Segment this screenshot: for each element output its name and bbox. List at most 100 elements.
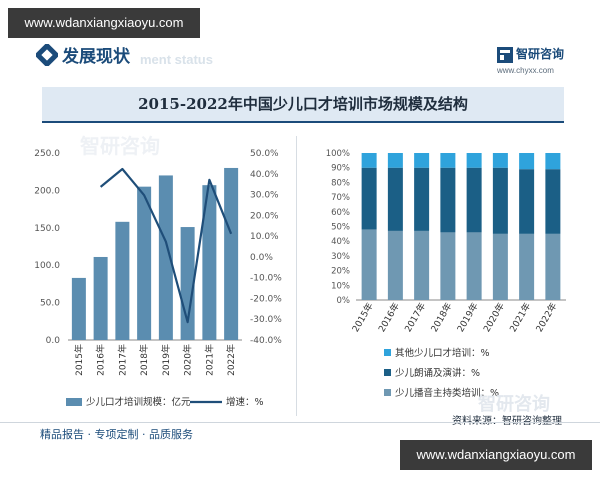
- left-chart-bar: [71, 277, 86, 340]
- right-chart-tick-label: 10%: [331, 281, 350, 291]
- left-chart-category-label: 2019年: [160, 344, 172, 376]
- right-axis-tick-label: 40.0%: [250, 170, 279, 180]
- right-axis-tick-label: 10.0%: [250, 232, 279, 242]
- ghost-watermark-top: 智研咨询: [80, 134, 160, 158]
- right-axis-tick-label: -40.0%: [250, 336, 282, 346]
- stack-segment-recitation: [519, 169, 535, 234]
- watermark-top: www.wdanxiangxiaoyu.com: [8, 8, 200, 38]
- right-chart-tick-label: 40%: [331, 237, 350, 247]
- left-axis-tick-label: 0.0: [46, 336, 61, 346]
- section-title: 发展现状: [62, 47, 130, 67]
- stack-segment-other: [545, 153, 561, 170]
- left-axis-tick-label: 150.0: [34, 224, 60, 234]
- stack-segment-recitation: [361, 167, 377, 230]
- left-chart-category-label: 2015年: [73, 344, 85, 376]
- stack-segment-recitation: [414, 167, 430, 231]
- left-chart-bar: [202, 185, 217, 340]
- right-chart-category-label: 2017年: [402, 301, 428, 335]
- chart-title: 2015-2022年中国少儿口才培训市场规模及结构: [138, 95, 468, 113]
- left-axis-tick-label: 200.0: [34, 186, 60, 196]
- left-chart-bar: [224, 167, 239, 340]
- right-axis-tick-label: -10.0%: [250, 274, 282, 284]
- legend-bar-swatch: [66, 398, 82, 406]
- left-chart-bar: [115, 221, 130, 340]
- left-chart-category-label: 2020年: [182, 344, 194, 376]
- title-underline: [42, 121, 564, 123]
- right-legend-label: 少儿播音主持类培训：%: [395, 387, 499, 399]
- left-chart-category-label: 2021年: [203, 344, 215, 376]
- right-axis-tick-label: -30.0%: [250, 315, 282, 325]
- right-chart-category-label: 2018年: [428, 301, 454, 335]
- left-axis-tick-label: 250.0: [34, 149, 60, 159]
- stack-segment-broadcast: [519, 233, 535, 300]
- left-chart-category-label: 2022年: [225, 344, 237, 376]
- stack-segment-broadcast: [440, 232, 456, 300]
- left-chart-bar: [158, 175, 173, 340]
- right-chart-tick-label: 50%: [331, 223, 350, 233]
- chart-title-banner: 2015-2022年中国少儿口才培训市场规模及结构: [42, 87, 564, 121]
- stack-segment-broadcast: [492, 233, 508, 300]
- right-chart-tick-label: 70%: [331, 193, 350, 203]
- footer-slogan: 精品报告 · 专项定制 · 品质服务: [40, 428, 193, 441]
- stack-segment-recitation: [387, 167, 403, 231]
- section-icon: [36, 44, 58, 66]
- chart-divider: [296, 136, 297, 416]
- footer-divider: [0, 422, 600, 423]
- stack-segment-other: [492, 153, 508, 168]
- left-chart-bar: [93, 256, 108, 340]
- right-legend-label: 少儿朗诵及演讲：%: [395, 367, 480, 379]
- source-note: 资料来源：智研咨询整理: [452, 412, 562, 427]
- right-chart-tick-label: 0%: [337, 296, 351, 306]
- left-chart-category-label: 2018年: [138, 344, 150, 376]
- left-chart-bar: [137, 186, 152, 340]
- right-chart-category-label: 2022年: [533, 301, 559, 335]
- stack-segment-broadcast: [387, 230, 403, 300]
- ghost-watermark-bottom: 智研咨询: [478, 394, 550, 415]
- legend-line-label: 增速：%: [226, 396, 264, 408]
- section-ghost-text: ment status: [140, 52, 213, 67]
- right-chart-tick-label: 30%: [331, 252, 350, 262]
- stack-segment-other: [519, 153, 535, 170]
- right-chart-tick-label: 20%: [331, 267, 350, 277]
- right-chart-category-label: 2019年: [454, 301, 480, 335]
- left-chart-category-label: 2016年: [95, 344, 107, 376]
- brand-name: 智研咨询: [516, 47, 565, 61]
- right-axis-tick-label: -20.0%: [250, 294, 282, 304]
- stack-segment-broadcast: [545, 233, 561, 300]
- right-legend-swatch: [384, 369, 391, 376]
- right-chart-tick-label: 80%: [331, 178, 350, 188]
- right-axis-tick-label: 50.0%: [250, 149, 279, 159]
- right-axis-tick-label: 0.0%: [250, 253, 273, 263]
- right-chart-category-label: 2021年: [507, 301, 533, 335]
- watermark-bottom: www.wdanxiangxiaoyu.com: [400, 440, 592, 470]
- brand-logo-icon: [497, 47, 513, 63]
- left-axis-tick-label: 100.0: [34, 261, 60, 271]
- right-legend-swatch: [384, 349, 391, 356]
- right-chart-category-label: 2020年: [481, 301, 507, 335]
- right-legend-label: 其他少儿口才培训：%: [395, 347, 490, 359]
- stack-segment-recitation: [466, 167, 482, 233]
- right-chart-tick-label: 100%: [326, 149, 350, 159]
- left-chart-category-label: 2017年: [116, 344, 128, 376]
- right-chart-category-label: 2016年: [376, 301, 402, 335]
- stack-segment-other: [466, 153, 482, 168]
- stack-segment-other: [387, 153, 403, 168]
- right-axis-tick-label: 20.0%: [250, 211, 279, 221]
- stack-segment-other: [414, 153, 430, 168]
- stack-segment-other: [361, 153, 377, 168]
- stack-segment-recitation: [545, 169, 561, 234]
- stack-segment-other: [440, 153, 456, 168]
- right-chart-tick-label: 60%: [331, 208, 350, 218]
- stack-segment-broadcast: [466, 232, 482, 300]
- stack-segment-recitation: [492, 167, 508, 234]
- stack-segment-broadcast: [361, 229, 377, 300]
- stack-segment-broadcast: [414, 230, 430, 300]
- left-axis-tick-label: 50.0: [40, 299, 60, 309]
- right-legend-swatch: [384, 389, 391, 396]
- brand-url: www.chyxx.com: [497, 66, 554, 75]
- stack-segment-recitation: [440, 167, 456, 233]
- right-chart-tick-label: 90%: [331, 164, 350, 174]
- right-chart-category-label: 2015年: [349, 301, 375, 335]
- legend-bar-label: 少儿口才培训规模：亿元: [86, 396, 191, 408]
